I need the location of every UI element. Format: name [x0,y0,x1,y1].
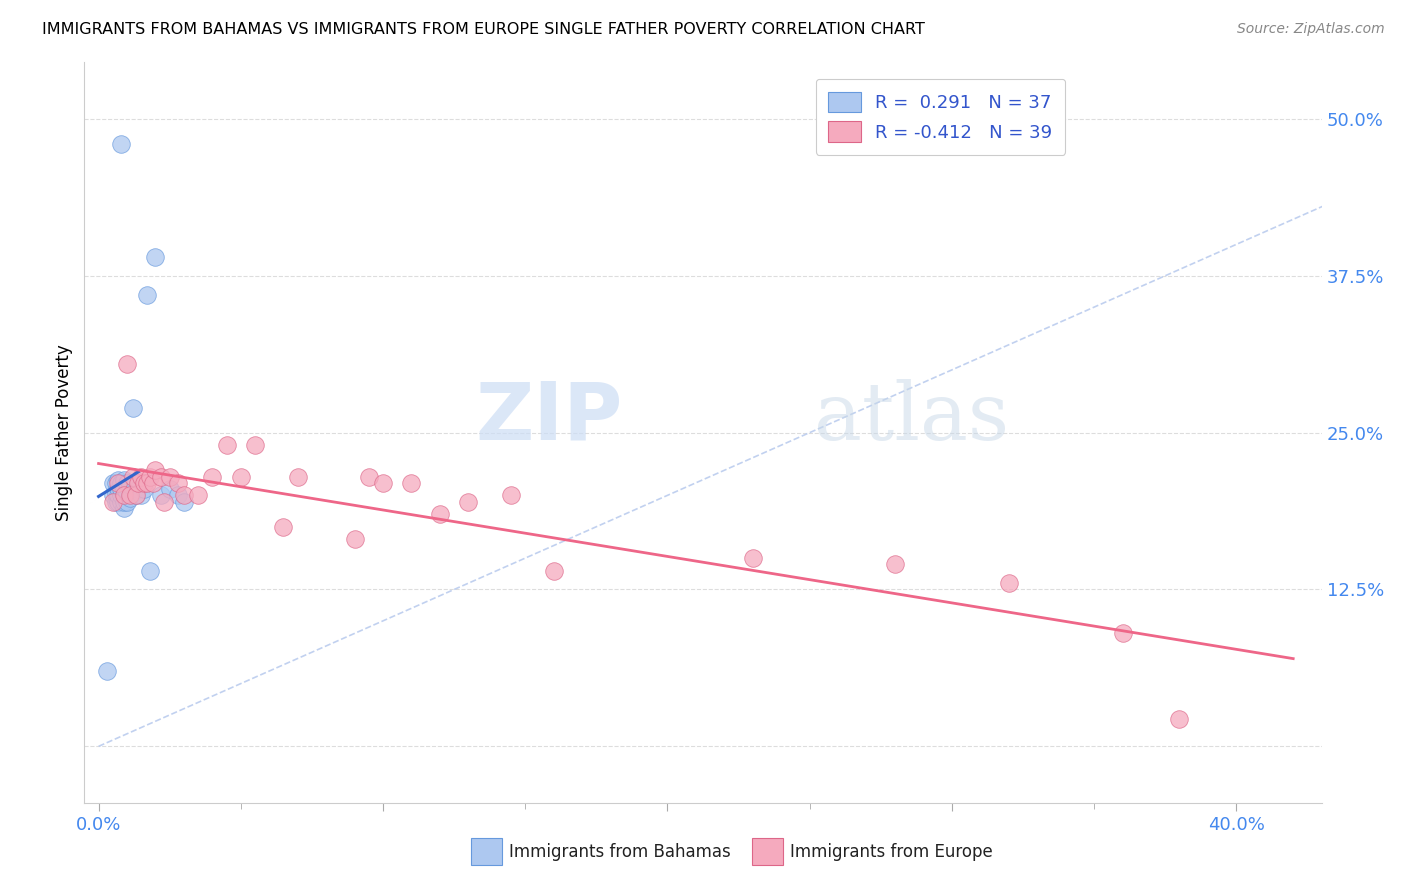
Text: Immigrants from Bahamas: Immigrants from Bahamas [509,843,731,861]
Point [129,488,152,502]
Point [139,469,162,483]
Point [132,482,155,496]
Point [132,475,155,490]
Point [371,475,394,490]
Point [104,475,127,490]
Point [112,481,135,495]
Point [741,551,763,566]
Point [1168,712,1191,726]
Text: IMMIGRANTS FROM BAHAMAS VS IMMIGRANTS FROM EUROPE SINGLE FATHER POVERTY CORRELAT: IMMIGRANTS FROM BAHAMAS VS IMMIGRANTS FR… [42,22,925,37]
Point [101,494,124,508]
Point [343,533,366,547]
Point [1111,626,1133,640]
Point [167,475,190,490]
Point [124,488,146,502]
Point [115,486,138,500]
Point [110,475,132,490]
Text: Source: ZipAtlas.com: Source: ZipAtlas.com [1237,22,1385,37]
Point [107,494,129,508]
Point [136,287,159,301]
Point [101,488,124,502]
Point [273,520,295,534]
Point [173,494,195,508]
Point [112,488,135,502]
Point [142,475,165,490]
Point [115,357,138,371]
Point [115,494,138,508]
Point [110,482,132,496]
Point [150,469,173,483]
Point [112,473,135,487]
Y-axis label: Single Father Poverty: Single Father Poverty [55,344,73,521]
Point [101,475,124,490]
Point [118,491,141,505]
Point [127,482,149,496]
Point [499,488,522,502]
Point [229,469,252,483]
Point [107,488,129,502]
Point [121,469,143,483]
Point [107,475,129,490]
Point [104,494,127,508]
Point [112,494,135,508]
Point [457,494,479,508]
Point [150,488,173,502]
Legend: R =  0.291   N = 37, R = -0.412   N = 39: R = 0.291 N = 37, R = -0.412 N = 39 [815,78,1066,155]
Point [112,500,135,515]
Point [96,664,118,678]
Point [884,558,907,572]
Point [124,488,146,502]
Point [104,486,127,500]
Point [145,463,167,477]
Point [118,478,141,492]
Point [243,438,266,452]
Point [215,438,238,452]
Point [159,482,181,496]
Point [110,488,132,502]
Point [201,469,224,483]
Point [129,469,152,483]
Point [167,488,190,502]
Point [153,494,176,508]
Point [136,475,159,490]
Point [107,481,129,495]
Point [159,469,181,483]
Text: ZIP: ZIP [475,379,623,457]
Point [110,136,132,151]
Point [173,488,195,502]
Point [112,488,135,502]
Point [121,401,143,415]
Point [997,576,1019,591]
Point [139,564,162,578]
Text: Immigrants from Europe: Immigrants from Europe [790,843,993,861]
Point [145,250,167,264]
Point [118,488,141,502]
Point [543,564,565,578]
Text: atlas: atlas [814,379,1010,457]
Point [110,494,132,508]
Point [401,475,423,490]
Point [187,488,209,502]
Point [429,507,451,521]
Point [357,469,380,483]
Point [287,469,309,483]
Point [127,475,149,490]
Point [107,473,129,487]
Point [115,475,138,490]
